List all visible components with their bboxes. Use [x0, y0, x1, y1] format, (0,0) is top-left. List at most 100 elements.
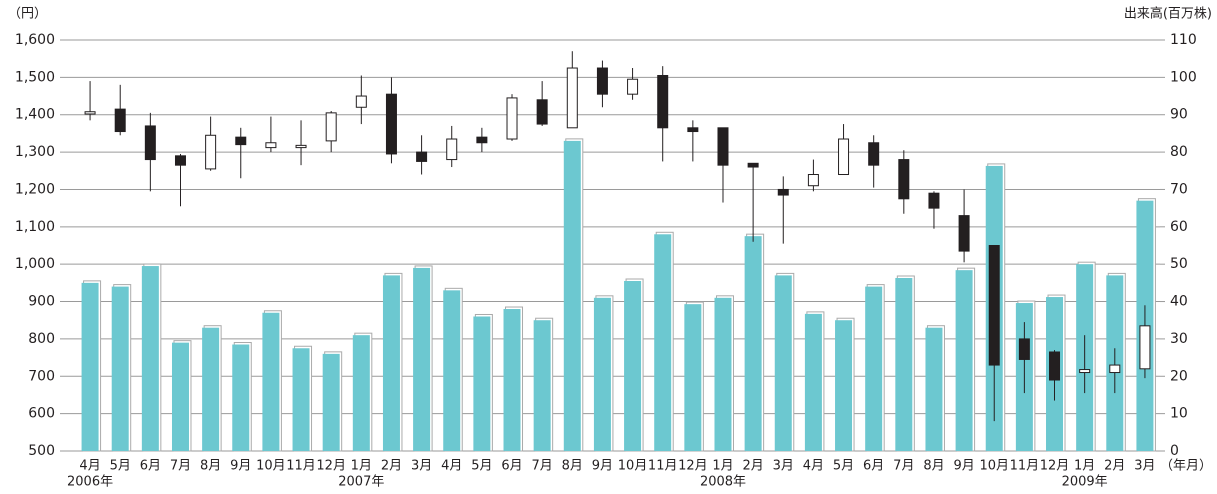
candle-body	[1109, 364, 1121, 374]
volume-bar	[262, 312, 280, 451]
candle-body	[355, 95, 367, 108]
x-tick-label: 10月	[618, 459, 648, 474]
y-tick-label: 1,300	[15, 144, 55, 160]
x-tick-label: 11月	[286, 459, 316, 474]
x-tick-label: 10月	[256, 459, 286, 474]
candle-body	[325, 112, 337, 142]
x-tick-label: 1月	[712, 459, 733, 474]
candle-body	[807, 174, 819, 187]
y-tick-label: 1,400	[15, 107, 55, 123]
volume-bar	[684, 304, 702, 451]
volume-bar	[895, 278, 913, 451]
y-tick-label: 1,100	[15, 219, 55, 235]
candle-body	[205, 134, 217, 170]
x-tick-label: 7月	[893, 459, 914, 474]
candle-body	[627, 78, 639, 95]
candle-body	[717, 127, 729, 166]
candle-body	[506, 97, 518, 140]
volume-bar	[744, 236, 762, 451]
candle-body	[988, 245, 1000, 366]
candle-body	[295, 144, 307, 149]
x-tick-label: 9月	[953, 459, 974, 474]
y2-tick-label: 80	[1170, 144, 1188, 160]
x-tick-label: 8月	[200, 459, 221, 474]
candle-body	[476, 136, 488, 144]
y2-tick-label: 0	[1170, 443, 1179, 459]
volume-bar	[443, 290, 461, 451]
x-tick-label: 5月	[833, 459, 854, 474]
candle-body	[777, 188, 789, 196]
x-tick-label: 9月	[230, 459, 251, 474]
x-year-label: 2008年	[700, 475, 746, 490]
x-tick-label: 7月	[532, 459, 553, 474]
x-year-label: 2009年	[1062, 475, 1108, 490]
candle-body	[265, 142, 277, 149]
x-tick-label: 2月	[381, 459, 402, 474]
candle-body	[687, 127, 699, 133]
candle-body	[596, 67, 608, 95]
volume-bar	[955, 270, 973, 451]
x-year-label: 2007年	[338, 475, 384, 490]
x-tick-label: 5月	[471, 459, 492, 474]
volume-bar	[563, 140, 581, 451]
y2-axis-label: 出来高(百万株)	[1124, 6, 1212, 22]
x-tick-label: 3月	[411, 459, 432, 474]
y2-tick-label: 20	[1170, 368, 1188, 384]
volume-bar	[774, 275, 792, 451]
y-tick-label: 800	[28, 331, 55, 347]
x-axis-label: （年月）	[1160, 459, 1212, 474]
y-tick-label: 1,000	[15, 256, 55, 272]
volume-bar	[925, 327, 943, 451]
y2-tick-label: 50	[1170, 256, 1188, 272]
y-axis-label: （円）	[8, 7, 47, 22]
x-tick-label: 5月	[110, 459, 131, 474]
candle-body	[928, 192, 940, 209]
volume-bar	[292, 348, 310, 451]
volume-bar	[322, 353, 340, 451]
y-tick-label: 500	[28, 443, 55, 459]
volume-bar	[111, 286, 129, 451]
x-tick-label: 6月	[501, 459, 522, 474]
candle-body	[657, 74, 669, 129]
candle-body	[446, 138, 458, 161]
volume-bar	[382, 275, 400, 451]
candle-body	[838, 138, 850, 176]
volume-bar	[171, 342, 189, 451]
y2-tick-label: 100	[1170, 69, 1197, 85]
volume-bar	[624, 280, 642, 451]
candle-body	[385, 93, 397, 155]
y2-tick-label: 60	[1170, 219, 1188, 235]
x-tick-label: 3月	[773, 459, 794, 474]
candle-body	[1049, 351, 1061, 381]
volume-bar	[202, 327, 220, 451]
y-tick-label: 600	[28, 406, 55, 422]
x-tick-label: 11月	[648, 459, 678, 474]
candle-body	[1139, 325, 1151, 370]
y-tick-label: 700	[28, 368, 55, 384]
volume-bar	[865, 286, 883, 451]
candle-body	[868, 142, 880, 166]
volume-bar	[804, 313, 822, 451]
candle-body	[114, 108, 126, 133]
volume-bar	[141, 266, 159, 451]
x-tick-label: 7月	[170, 459, 191, 474]
volume-bar	[473, 316, 491, 451]
volume-bar	[503, 309, 521, 451]
candle-body	[416, 151, 428, 162]
y-tick-label: 900	[28, 294, 55, 310]
y2-tick-label: 40	[1170, 294, 1188, 310]
candle-body	[1018, 338, 1030, 360]
x-tick-label: 10月	[979, 459, 1009, 474]
volume-bar	[835, 320, 853, 451]
volume-bar	[593, 297, 611, 451]
x-year-label: 2006年	[67, 475, 113, 490]
x-tick-label: 12月	[316, 459, 346, 474]
x-tick-label: 9月	[592, 459, 613, 474]
x-tick-label: 2月	[1104, 459, 1125, 474]
y-tick-label: 1,500	[15, 69, 55, 85]
candle-body	[174, 155, 186, 166]
x-tick-label: 12月	[1040, 459, 1070, 474]
x-tick-label: 2月	[742, 459, 763, 474]
candle-body	[747, 162, 759, 168]
